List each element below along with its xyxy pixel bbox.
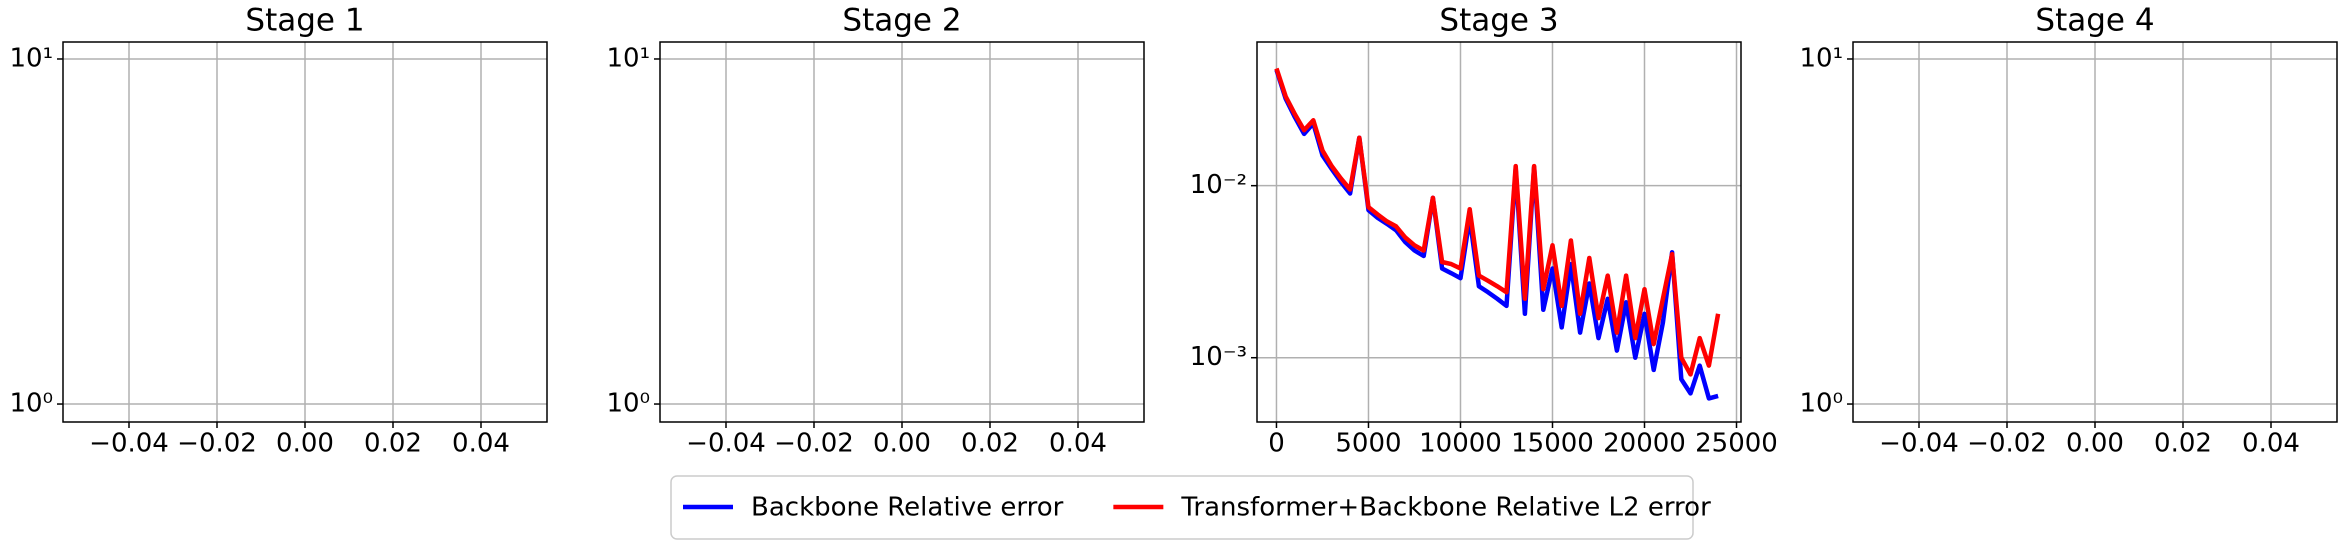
x-tick-label: 0.00 (276, 429, 334, 459)
x-tick-label: 15000 (1511, 429, 1594, 459)
axes-frame (1256, 41, 1742, 423)
x-tick-label: 0.02 (961, 429, 1019, 459)
x-tick-label: 0 (1268, 429, 1285, 459)
legend-label: Backbone Relative error (751, 493, 1064, 523)
axes-frame (62, 41, 548, 423)
x-tick-label: 0.02 (364, 429, 422, 459)
y-tick-label: 10¹ (9, 43, 53, 73)
series-line (1274, 67, 1721, 377)
x-tick-label: −0.02 (774, 429, 854, 459)
y-tick-label: 10¹ (1799, 43, 1843, 73)
y-tick-label: 10⁻² (1190, 170, 1247, 200)
x-tick-label: −0.04 (89, 429, 169, 459)
axes-frame (659, 41, 1145, 423)
legend-label: Transformer+Backbone Relative L2 error (1180, 493, 1711, 523)
subplot-title: Stage 3 (1439, 3, 1558, 39)
x-tick-label: −0.04 (1879, 429, 1959, 459)
y-tick-label: 10⁰ (606, 389, 650, 419)
x-tick-label: 0.04 (1049, 429, 1107, 459)
series-line (1274, 69, 1719, 401)
x-tick-label: 0.04 (452, 429, 510, 459)
subplot-title: Stage 1 (245, 3, 364, 39)
x-tick-label: −0.04 (686, 429, 766, 459)
x-tick-label: 0.00 (2066, 429, 2124, 459)
x-tick-label: 10000 (1419, 429, 1502, 459)
x-tick-label: 0.00 (873, 429, 931, 459)
subplot-title: Stage 4 (2035, 3, 2154, 39)
x-tick-label: 5000 (1335, 429, 1401, 459)
x-tick-label: −0.02 (177, 429, 257, 459)
y-tick-label: 10⁰ (1799, 389, 1843, 419)
y-tick-label: 10⁻³ (1190, 342, 1247, 372)
subplot-title: Stage 2 (842, 3, 961, 39)
legend-box (670, 475, 1694, 540)
x-tick-label: 20000 (1603, 429, 1686, 459)
x-tick-label: −0.02 (1967, 429, 2047, 459)
x-tick-label: 0.04 (2242, 429, 2300, 459)
x-tick-label: 0.02 (2154, 429, 2212, 459)
axes-frame (1852, 41, 2338, 423)
y-tick-label: 10¹ (606, 43, 650, 73)
legend: Backbone Relative error Transformer+Backb… (670, 475, 1711, 540)
y-tick-label: 10⁰ (9, 389, 53, 419)
x-tick-label: 25000 (1695, 429, 1778, 459)
